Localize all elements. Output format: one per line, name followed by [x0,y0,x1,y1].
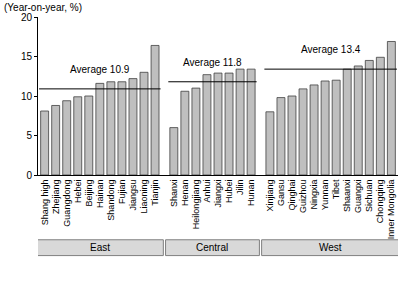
svg-text:10: 10 [21,91,33,102]
svg-text:Average 10.9: Average 10.9 [70,64,130,75]
svg-text:Guangxi: Guangxi [353,180,363,214]
svg-text:Beijing: Beijing [84,180,94,207]
svg-text:20: 20 [21,12,33,23]
svg-text:Shang high: Shang high [40,180,50,226]
svg-text:Tibet: Tibet [331,179,341,199]
svg-text:Average 13.4: Average 13.4 [301,44,361,55]
svg-text:Hunan: Hunan [246,180,256,207]
svg-text:Hubei: Hubei [224,180,234,204]
svg-text:Jiangxi: Jiangxi [213,180,223,208]
svg-text:Fujian: Fujian [117,180,127,205]
svg-text:Hebei: Hebei [73,180,83,204]
svg-text:Heilongjiang: Heilongjiang [191,180,201,230]
svg-text:Central: Central [196,242,228,253]
svg-text:Zhejiang: Zhejiang [51,180,61,215]
svg-text:Inner Mongolia: Inner Mongolia [386,180,396,240]
svg-text:Anhui: Anhui [202,180,212,203]
svg-text:15: 15 [21,51,33,62]
svg-text:West: West [319,242,342,253]
svg-text:Tianjin: Tianjin [150,180,160,206]
svg-text:Sichuan: Sichuan [364,180,374,213]
svg-text:Shaanxi: Shaanxi [342,180,352,213]
svg-text:Xinjiang: Xinjiang [265,180,275,212]
svg-text:Shanxi: Shanxi [169,180,179,208]
svg-text:Jilin: Jilin [235,180,245,196]
svg-text:0: 0 [26,170,32,181]
svg-text:Liaoning: Liaoning [139,180,149,214]
svg-text:5: 5 [26,130,32,141]
svg-text:East: East [90,242,110,253]
svg-text:Ningxia: Ningxia [309,180,319,210]
svg-text:Qinghai: Qinghai [287,180,297,211]
svg-text:Shandong: Shandong [106,180,116,221]
svg-text:Guangdong: Guangdong [62,180,72,227]
svg-text:Average 11.8: Average 11.8 [183,57,242,68]
svg-text:Yunnan: Yunnan [320,180,330,211]
svg-text:Guizhou: Guizhou [298,180,308,214]
svg-text:Gansu: Gansu [276,180,286,207]
svg-text:Henan: Henan [180,180,190,207]
svg-text:Chongqing: Chongqing [375,180,385,224]
svg-text:(Year-on-year, %): (Year-on-year, %) [4,2,82,13]
svg-text:Jiangsu: Jiangsu [128,180,138,211]
svg-text:Hainan: Hainan [95,180,105,209]
